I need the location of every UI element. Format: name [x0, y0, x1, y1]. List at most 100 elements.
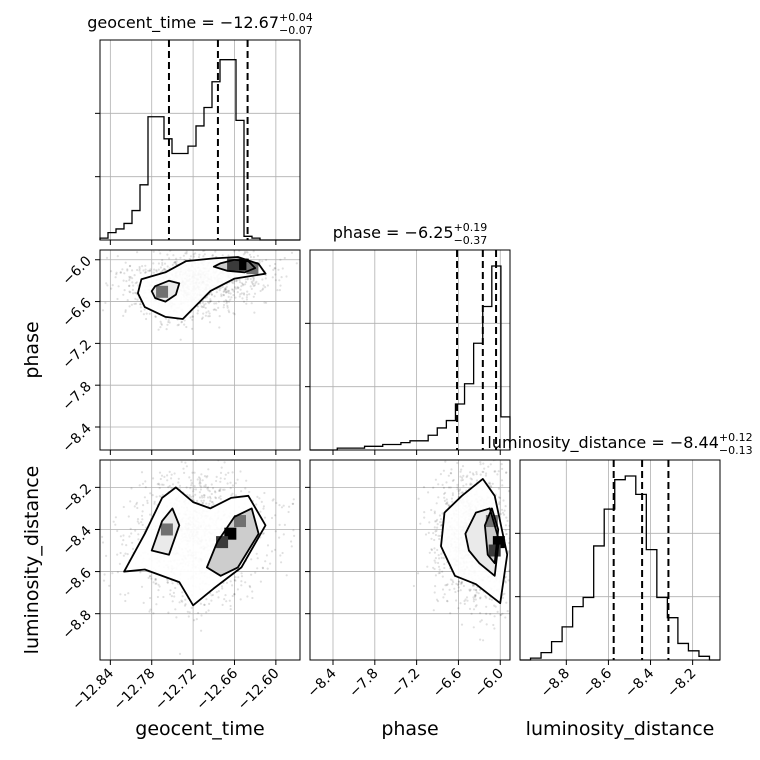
scatter-point [244, 252, 247, 255]
scatter-point [211, 487, 215, 490]
scatter-point [487, 465, 490, 468]
scatter-point [185, 465, 188, 468]
scatter-point [117, 285, 120, 288]
scatter-point [517, 590, 519, 592]
scatter-point [231, 492, 234, 495]
scatter-point [214, 246, 216, 248]
scatter-point [119, 271, 122, 274]
scatter-point [166, 253, 169, 256]
scatter-point [139, 306, 142, 309]
scatter-point [274, 279, 277, 282]
scatter-point [430, 548, 433, 551]
scatter-point [228, 311, 231, 314]
scatter-point [451, 494, 454, 497]
scatter-point [155, 270, 158, 273]
scatter-point [204, 485, 207, 488]
scatter-point [101, 309, 105, 312]
scatter-point [446, 503, 449, 506]
scatter-point [96, 576, 98, 578]
scatter-point [233, 578, 236, 582]
scatter-point [249, 255, 252, 259]
x-tick-label: −7.8 [346, 666, 381, 701]
scatter-point [229, 292, 232, 295]
scatter-point [234, 576, 237, 579]
scatter-point [485, 623, 488, 626]
scatter-point [247, 247, 249, 249]
scatter-point [154, 577, 157, 581]
scatter-point [152, 271, 155, 274]
scatter-point [197, 309, 200, 312]
scatter-point [466, 599, 469, 602]
title-luminosity_distance: luminosity_distance = −8.44+0.12 −0.13 [487, 431, 752, 457]
scatter-point [500, 463, 503, 466]
scatter-point [202, 312, 205, 315]
scatter-point [189, 479, 193, 482]
scatter-point [101, 535, 104, 539]
scatter-point [457, 586, 460, 589]
scatter-point [447, 504, 451, 507]
scatter-point [436, 526, 439, 529]
scatter-point [505, 471, 508, 474]
scatter-point [460, 580, 464, 583]
scatter-point [231, 471, 234, 474]
scatter-point [460, 623, 464, 626]
scatter-point [459, 470, 462, 473]
scatter-point [226, 290, 229, 293]
scatter-point [230, 288, 234, 291]
scatter-point [139, 303, 142, 306]
scatter-point [118, 562, 121, 566]
scatter-point [231, 584, 234, 587]
scatter-point [446, 600, 449, 603]
scatter-point [140, 585, 144, 588]
scatter-point [179, 338, 182, 341]
scatter-point [189, 495, 193, 498]
scatter-point [176, 582, 179, 585]
panel-frame [519, 459, 721, 661]
scatter-point [196, 478, 199, 481]
scatter-point [475, 479, 479, 482]
scatter-point [266, 284, 269, 287]
scatter-point [195, 618, 198, 621]
scatter-point [271, 499, 274, 502]
scatter-point [475, 457, 477, 459]
scatter-point [501, 484, 504, 487]
scatter-point [134, 297, 137, 300]
scatter-point [158, 483, 161, 486]
scatter-point [184, 603, 187, 606]
scatter-point [157, 482, 160, 485]
scatter-point [446, 599, 449, 603]
scatter-point [244, 281, 248, 284]
scatter-point [253, 284, 256, 287]
scatter-point [209, 298, 212, 301]
scatter-point [263, 516, 267, 519]
scatter-point [167, 611, 170, 614]
scatter-point [198, 480, 201, 483]
scatter-point [196, 305, 200, 308]
scatter-point [187, 615, 190, 618]
scatter-point [239, 470, 242, 473]
scatter-point [474, 455, 476, 457]
scatter-point [479, 463, 482, 466]
scatter-point [472, 596, 475, 599]
scatter-point [456, 486, 459, 489]
scatter-point [168, 484, 171, 488]
scatter-point [139, 271, 142, 274]
scatter-point [529, 550, 531, 552]
scatter-point [489, 613, 492, 616]
scatter-point [116, 571, 119, 574]
scatter-point [101, 541, 105, 544]
scatter-point [158, 585, 161, 588]
scatter-point [271, 276, 274, 279]
scatter-point [472, 600, 475, 603]
scatter-point [262, 532, 265, 535]
scatter-point [147, 576, 150, 580]
scatter-point [200, 499, 203, 502]
density-peak [156, 285, 169, 298]
scatter-point [163, 475, 166, 478]
scatter-point [493, 604, 496, 607]
density-peak [160, 523, 173, 536]
scatter-point [157, 583, 160, 586]
scatter-point [438, 557, 441, 560]
scatter-point [159, 326, 162, 329]
scatter-point [439, 521, 442, 524]
